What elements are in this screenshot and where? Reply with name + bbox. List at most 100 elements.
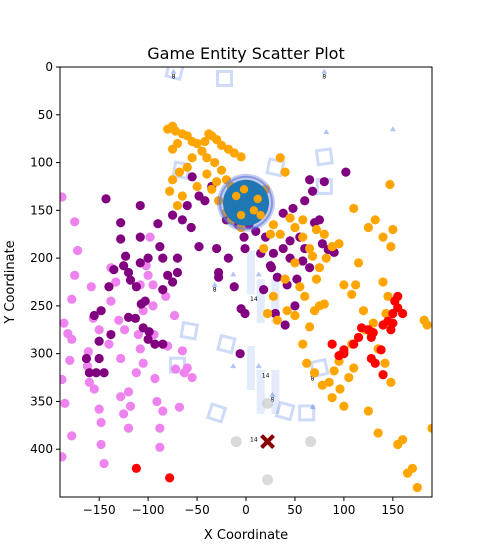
data-point	[230, 436, 242, 448]
data-point	[240, 308, 250, 319]
data-point	[163, 270, 173, 280]
data-point	[353, 258, 364, 268]
entity-label: 8	[311, 375, 315, 382]
data-point	[130, 313, 140, 323]
data-point	[335, 384, 345, 394]
data-point	[210, 157, 220, 168]
data-point	[223, 253, 233, 263]
data-point	[240, 243, 250, 254]
entity-label: 8	[172, 73, 176, 80]
data-point	[339, 401, 349, 411]
data-point	[165, 186, 175, 196]
entity-label: 14	[262, 373, 270, 380]
arrow-marker	[323, 128, 330, 134]
arrow-marker	[269, 391, 276, 397]
data-point	[106, 296, 116, 306]
data-point	[262, 474, 274, 486]
data-point	[138, 358, 148, 368]
data-point	[321, 253, 331, 263]
data-point	[295, 282, 305, 292]
series-gray	[230, 397, 317, 486]
data-point	[349, 363, 359, 373]
data-point	[197, 146, 207, 156]
data-point	[96, 417, 106, 428]
data-point	[298, 339, 308, 349]
data-point	[309, 368, 320, 378]
data-point	[131, 282, 141, 292]
data-point	[262, 397, 274, 409]
data-point	[167, 144, 178, 154]
data-point	[207, 184, 217, 194]
data-point	[358, 306, 369, 316]
data-point	[150, 339, 160, 349]
data-point	[378, 370, 388, 380]
data-point	[94, 325, 104, 335]
entity-label: 8	[322, 73, 326, 80]
data-point	[290, 301, 300, 311]
data-point	[259, 285, 269, 295]
data-point	[109, 264, 119, 275]
data-point	[158, 285, 168, 295]
data-point	[116, 353, 126, 364]
data-point	[347, 289, 357, 300]
data-point	[398, 308, 408, 319]
data-point	[422, 320, 432, 330]
x-tick-label: 50	[287, 503, 302, 517]
data-point	[212, 243, 222, 254]
data-point	[131, 368, 141, 378]
data-point	[186, 222, 196, 233]
data-point	[232, 191, 241, 201]
wireframe-box	[215, 69, 233, 87]
data-point	[305, 436, 317, 448]
data-point	[407, 463, 418, 473]
arrow-marker	[230, 271, 237, 277]
y-tick-label: 400	[30, 442, 53, 456]
data-point	[370, 215, 380, 225]
data-point	[60, 398, 70, 408]
data-point	[148, 280, 158, 290]
data-point	[327, 393, 337, 403]
data-point	[236, 152, 246, 162]
data-point	[427, 423, 432, 433]
data-point	[285, 213, 295, 223]
data-point	[194, 242, 204, 252]
data-point	[182, 162, 192, 172]
data-point	[158, 406, 168, 416]
wireframe-bar	[271, 369, 280, 414]
data-point	[327, 339, 337, 349]
wireframe-bar	[256, 279, 265, 324]
x-tick-label: 100	[332, 503, 355, 517]
series-violet	[60, 192, 197, 469]
data-point	[275, 153, 285, 163]
y-axis-label: Y Coordinate	[3, 240, 18, 324]
data-point	[123, 312, 134, 322]
wireframe-bar	[246, 250, 255, 295]
wireframe-box	[216, 333, 237, 355]
data-point	[282, 306, 292, 316]
data-point	[268, 248, 279, 258]
data-point	[192, 181, 202, 192]
data-point	[99, 458, 109, 469]
arrow-marker	[255, 363, 262, 369]
y-tick-label: 250	[30, 299, 53, 313]
data-point	[144, 327, 154, 337]
data-point	[368, 318, 378, 328]
chart-title: Game Entity Scatter Plot	[147, 44, 344, 63]
data-point	[155, 442, 165, 452]
data-point	[155, 242, 165, 252]
y-tick-label: 150	[30, 203, 53, 217]
data-point	[104, 282, 114, 292]
data-point	[266, 263, 277, 273]
data-point	[177, 191, 187, 201]
data-point	[305, 322, 315, 332]
arrow-marker	[170, 68, 177, 74]
data-point	[187, 153, 197, 163]
y-tick-label: 200	[30, 251, 53, 265]
data-point	[200, 196, 210, 206]
data-point	[192, 138, 202, 149]
data-point	[311, 224, 322, 235]
data-point	[86, 282, 96, 292]
data-point	[84, 377, 94, 387]
